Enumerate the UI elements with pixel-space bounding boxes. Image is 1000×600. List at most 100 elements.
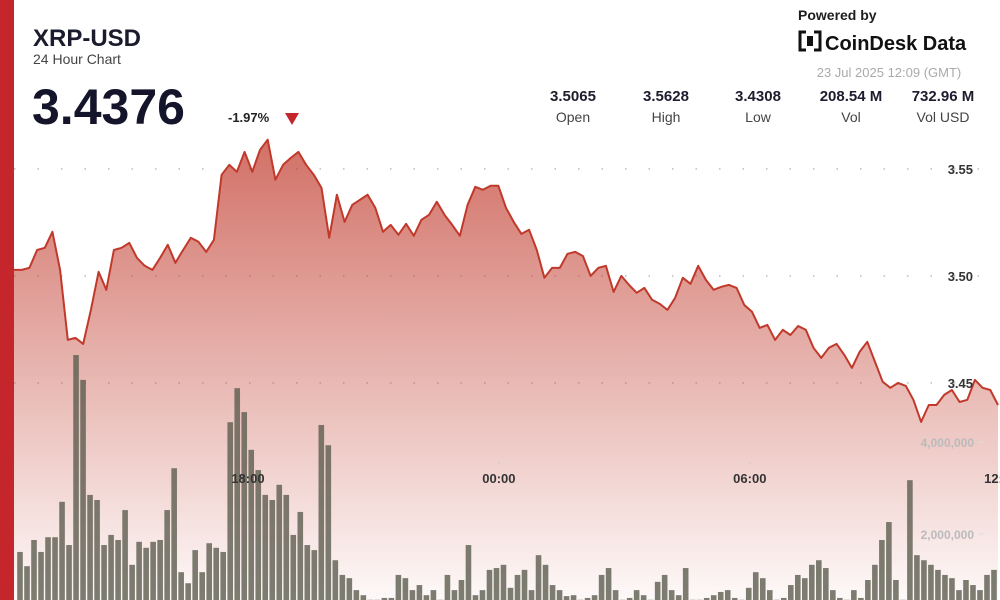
volume-bar <box>935 569 941 600</box>
volume-bar <box>17 551 23 600</box>
volume-bar <box>514 574 521 600</box>
price-change: -1.97% <box>228 110 270 125</box>
volume-bar <box>802 578 808 600</box>
volume-bar <box>865 580 871 600</box>
volume-bar <box>766 590 773 600</box>
volume-bar <box>360 595 367 600</box>
volume-bar <box>248 449 255 600</box>
stats: 3.5065 Open 3.5628 High 3.4308 Low 208.54 M Vol… <box>550 88 974 125</box>
stat-value: 3.5628 <box>643 88 689 105</box>
powered-by: Powered by <box>798 7 877 23</box>
volume-bar <box>192 550 198 600</box>
volume-bar <box>115 539 121 600</box>
volume-bar <box>991 569 997 600</box>
stat-value: 208.54 M <box>820 88 883 105</box>
stat-value: 3.5065 <box>550 88 596 105</box>
volume-bar <box>710 595 717 600</box>
volume-bar <box>199 572 205 600</box>
accent-bar <box>0 0 14 600</box>
last-price: 3.4376 <box>32 79 185 135</box>
volume-bar <box>136 541 142 600</box>
volume-bar <box>45 537 51 600</box>
price-line <box>14 138 999 423</box>
volume-bar <box>479 590 486 600</box>
volume-bar <box>465 545 472 600</box>
volume-bar <box>535 555 542 600</box>
x-tick-label: 18:00 <box>231 471 264 486</box>
volume-bar <box>31 539 37 600</box>
volume-bar <box>598 574 605 600</box>
volume-bar <box>907 480 913 600</box>
volume-bar <box>353 590 360 600</box>
volume-bar <box>164 510 170 600</box>
stat-label: Vol <box>841 109 860 125</box>
volume-bar <box>171 468 177 600</box>
volume-bar <box>101 545 107 600</box>
chart-title: XRP-USD <box>33 25 141 52</box>
volume-bar <box>556 590 563 600</box>
volume-bar <box>872 564 878 600</box>
volume-bar <box>388 597 395 600</box>
volume-bar <box>570 595 577 600</box>
volume-bar <box>332 560 339 600</box>
volume-bar <box>213 547 220 600</box>
volume-bar <box>423 595 430 600</box>
volume-bar <box>752 572 759 600</box>
volume-bar <box>830 590 836 600</box>
volume-bar <box>977 590 983 600</box>
volume-bar <box>500 564 507 600</box>
volume-bar <box>914 555 920 600</box>
volume-bar <box>963 580 969 600</box>
volume-bar <box>893 580 899 600</box>
volume-bar <box>521 569 528 600</box>
volume-bar <box>949 578 955 600</box>
volume-bar <box>318 424 325 600</box>
volume-bar <box>178 572 184 600</box>
volume-bar <box>493 568 500 600</box>
volume-bar <box>675 595 682 600</box>
volume-bar <box>472 595 479 600</box>
volume-bar <box>80 379 86 600</box>
volume-bar <box>122 510 128 600</box>
volume-bar <box>59 501 65 600</box>
volume-bar <box>304 545 311 600</box>
volume-bar <box>87 494 93 600</box>
volume-bar <box>262 494 269 600</box>
volume-bar <box>886 522 892 600</box>
brand-name: CoinDesk Data <box>825 33 967 55</box>
volume-bar <box>276 484 283 600</box>
volume-bar <box>851 590 857 600</box>
volume-bar <box>591 595 598 600</box>
volume-bar <box>640 595 647 600</box>
stat-label: Low <box>745 109 772 125</box>
volume-bar <box>626 597 633 600</box>
timestamp: 23 Jul 2025 12:09 (GMT) <box>817 65 962 80</box>
volume-bar <box>837 597 843 600</box>
volume-bar <box>143 547 149 600</box>
volume-bar <box>528 590 535 600</box>
chart-subtitle: 24 Hour Chart <box>33 51 121 67</box>
volume-bar <box>633 590 640 600</box>
volume-bar <box>661 574 668 600</box>
volume-bar <box>654 581 661 600</box>
volume-bar <box>24 566 30 600</box>
stat-label: Vol USD <box>917 109 970 125</box>
volume-bar <box>942 574 948 600</box>
volume-bar <box>612 590 619 600</box>
volume-bar <box>325 445 332 600</box>
volume-bar <box>703 597 710 600</box>
volume-bar <box>794 574 801 600</box>
volume-bar <box>921 560 927 600</box>
volume-bar <box>409 590 416 600</box>
volume-bar <box>150 541 156 600</box>
volume-bar <box>549 585 556 600</box>
volume-bar <box>858 597 864 600</box>
y-tick-label: 3.50 <box>948 269 973 284</box>
volume-bar <box>206 543 212 600</box>
x-tick-label: 12:00 <box>984 471 1000 486</box>
volume-bar <box>682 568 689 600</box>
volume-bar <box>542 564 549 600</box>
volume-bar <box>129 564 135 600</box>
volume-bar <box>956 590 962 600</box>
